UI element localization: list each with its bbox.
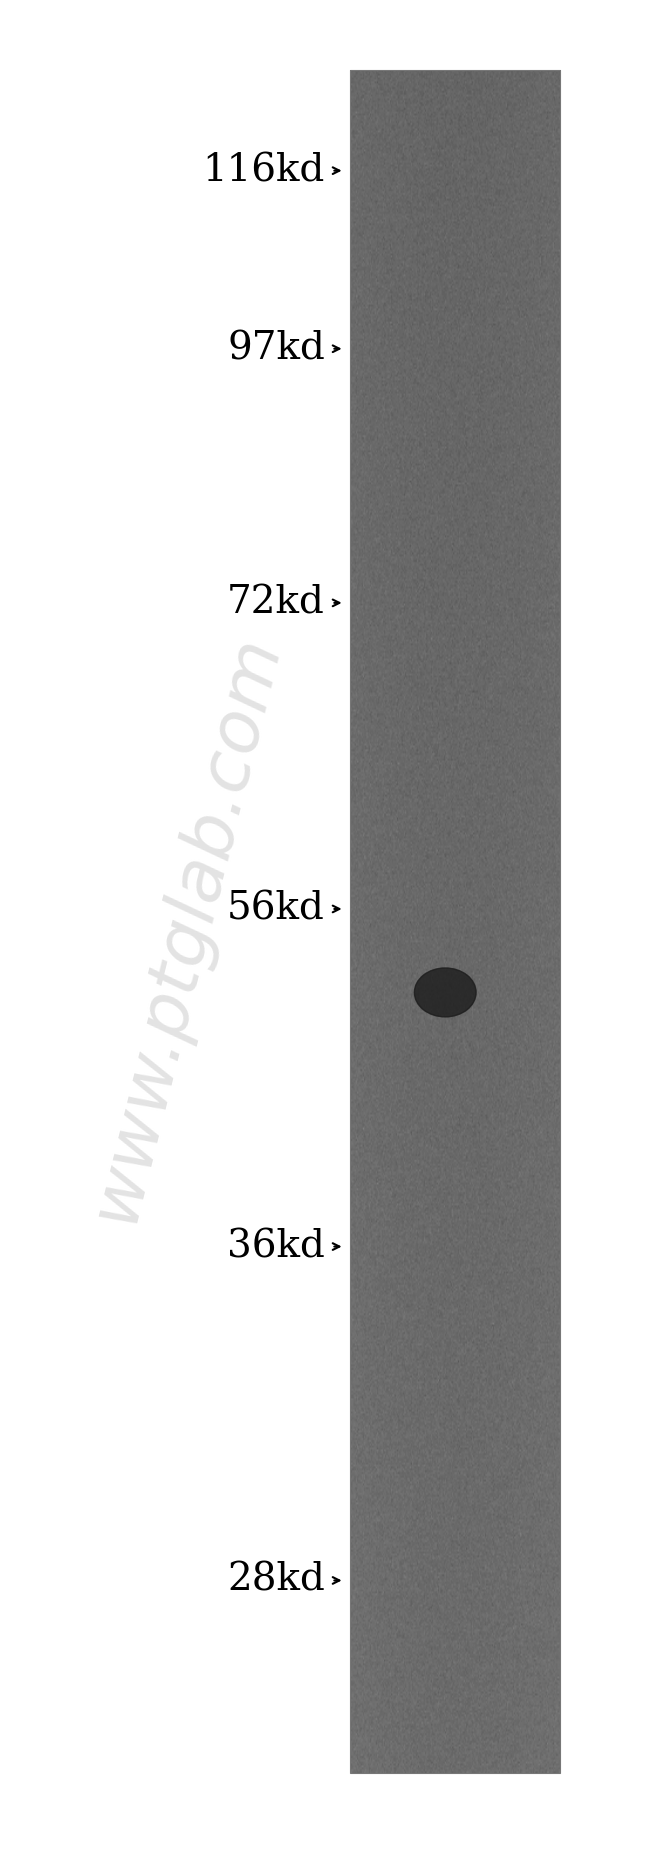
- Text: 116kd: 116kd: [203, 152, 325, 189]
- Text: 72kd: 72kd: [227, 584, 325, 621]
- Text: 56kd: 56kd: [227, 890, 325, 928]
- Bar: [350, 70, 560, 1773]
- Text: 28kd: 28kd: [227, 1562, 325, 1599]
- Text: 97kd: 97kd: [227, 330, 325, 367]
- Ellipse shape: [415, 968, 476, 1017]
- Text: 36kd: 36kd: [227, 1228, 325, 1265]
- Text: www.ptglab.com: www.ptglab.com: [79, 627, 292, 1228]
